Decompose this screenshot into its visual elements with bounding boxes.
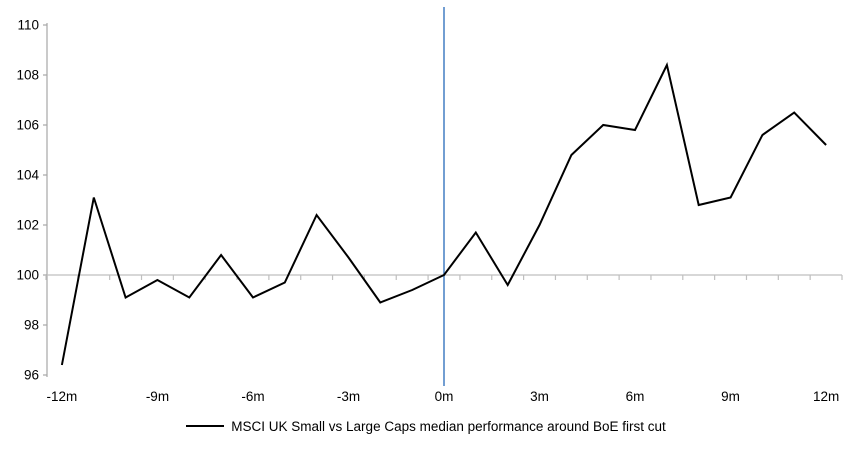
- x-axis-tick-label: 3m: [530, 389, 549, 404]
- y-axis-tick-label: 100: [16, 268, 39, 283]
- x-axis-tick-label: 6m: [626, 389, 645, 404]
- y-axis-tick-label: 106: [16, 118, 39, 133]
- series-group: [60, 62, 827, 366]
- x-axis: -12m -9m -6m -3m 0m 3m 6m 9m 12m: [45, 274, 843, 404]
- x-axis-tick-label: -6m: [241, 389, 264, 404]
- series-polyline: [60, 62, 827, 366]
- legend-line-sample: [186, 425, 225, 427]
- legend-label: MSCI UK Small vs Large Caps median perfo…: [231, 418, 666, 434]
- y-axis-tick-label: 108: [16, 68, 39, 83]
- x-axis-tick-label: -12m: [47, 389, 78, 404]
- y-axis-tick-label: 96: [24, 368, 39, 383]
- y-axis-tick-label: 102: [16, 218, 39, 233]
- x-axis-tick-label: 0m: [435, 389, 454, 404]
- y-axis: 96 98 100 102 104 106 108 110: [16, 18, 48, 383]
- x-axis-tick-label: 9m: [721, 389, 740, 404]
- x-axis-tick-label: -9m: [146, 389, 169, 404]
- x-axis-tick-label: 12m: [813, 389, 839, 404]
- y-axis-tick-label: 110: [17, 18, 39, 33]
- chart-legend: MSCI UK Small vs Large Caps median perfo…: [0, 417, 852, 435]
- x-axis-tick-label: -3m: [337, 389, 360, 404]
- y-axis-tick-label: 98: [24, 318, 39, 333]
- y-axis-tick-label: 104: [16, 168, 39, 183]
